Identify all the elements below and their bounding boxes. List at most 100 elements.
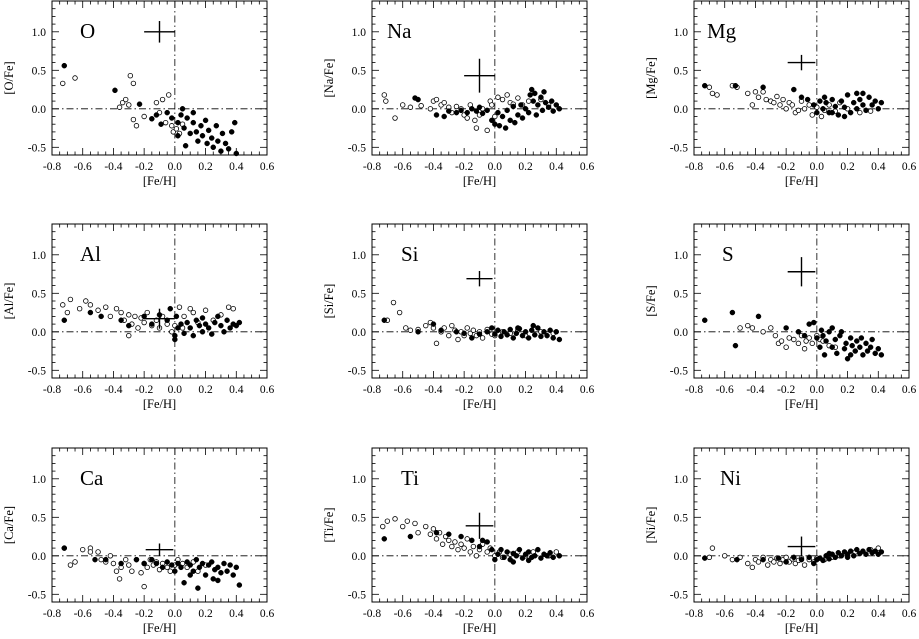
data-point-open — [809, 112, 815, 118]
x-tick-label: -0.8 — [685, 384, 703, 396]
data-point-open — [515, 95, 521, 101]
data-point-open — [504, 92, 510, 98]
data-point-filled — [469, 537, 475, 544]
y-tick-label: 0.0 — [352, 104, 367, 116]
error-cross — [144, 21, 175, 43]
x-tick-label: -0.6 — [74, 161, 92, 173]
data-point-filled — [476, 331, 483, 337]
data-point-open — [806, 102, 812, 108]
element-label: Na — [387, 19, 412, 43]
data-point-filled — [530, 322, 536, 329]
data-point-filled — [530, 98, 536, 104]
y-tick-label: -0.5 — [348, 142, 366, 154]
data-point-filled — [867, 344, 874, 350]
data-point-filled — [872, 350, 878, 357]
data-point-filled — [541, 329, 547, 335]
data-point-filled — [489, 546, 495, 553]
data-point-filled — [484, 329, 490, 335]
data-point-filled — [98, 313, 104, 320]
data-point-open — [452, 539, 458, 545]
x-axis-label: [Fe/H] — [143, 621, 176, 635]
data-point-filled — [193, 317, 200, 323]
y-axis-label: [Al/Fe] — [2, 283, 16, 320]
data-point-filled — [215, 577, 221, 584]
data-point-filled — [484, 539, 490, 545]
data-point-filled — [169, 562, 175, 568]
x-tick-label: 0.6 — [902, 608, 917, 620]
data-point-filled — [196, 322, 203, 329]
data-point-open — [169, 123, 175, 129]
data-point-filled — [222, 140, 229, 147]
data-point-filled — [539, 107, 546, 114]
data-point-filled — [489, 325, 495, 331]
error-cross — [465, 512, 494, 539]
x-axis-label: [Fe/H] — [463, 397, 496, 411]
data-point-open — [449, 543, 455, 550]
y-tick-label: -0.5 — [28, 142, 46, 154]
data-point-filled — [182, 143, 189, 149]
data-point-filled — [498, 546, 504, 553]
data-point-filled — [556, 553, 563, 559]
data-point-open — [80, 546, 86, 553]
data-point-filled — [869, 102, 875, 108]
x-tick-label: -0.6 — [394, 608, 412, 620]
y-tick-label: -0.5 — [670, 589, 688, 601]
data-point-filled — [834, 350, 840, 357]
data-point-filled — [407, 533, 414, 540]
x-tick-label: 0.2 — [198, 161, 213, 173]
x-tick-label: 0.2 — [198, 384, 213, 396]
data-point-open — [806, 335, 812, 341]
data-point-open — [123, 556, 129, 563]
data-point-open — [381, 92, 387, 98]
data-point-filled — [118, 560, 124, 567]
data-point-filled — [841, 345, 848, 352]
data-point-filled — [545, 104, 552, 111]
data-point-open — [153, 99, 160, 106]
data-point-filled — [538, 94, 544, 100]
data-point-filled — [811, 319, 817, 326]
data-point-open — [792, 560, 799, 567]
data-point-open — [433, 340, 440, 347]
data-point-filled — [453, 109, 460, 116]
data-point-open — [446, 332, 452, 339]
data-point-filled — [495, 109, 501, 116]
data-point-filled — [492, 121, 498, 127]
x-tick-label: 0.0 — [488, 384, 503, 396]
data-point-open — [83, 298, 89, 304]
data-point-open — [113, 306, 120, 312]
x-axis-label: [Fe/H] — [785, 397, 818, 411]
data-point-filled — [87, 309, 94, 316]
data-point-open — [400, 523, 406, 530]
data-point-open — [818, 113, 825, 120]
data-point-open — [98, 556, 104, 563]
data-point-open — [176, 304, 183, 310]
data-point-open — [446, 537, 452, 544]
x-tick-label: 0.2 — [518, 384, 533, 396]
data-point-filled — [875, 106, 882, 112]
x-tick-label: -0.8 — [43, 384, 61, 396]
data-point-filled — [175, 133, 181, 139]
data-point-filled — [869, 336, 875, 343]
data-point-open — [857, 109, 863, 116]
x-tick-label: -0.2 — [777, 608, 795, 620]
data-point-filled — [212, 319, 218, 326]
data-point-filled — [857, 96, 863, 103]
data-point-filled — [875, 345, 882, 352]
data-point-filled — [829, 344, 835, 350]
data-point-filled — [854, 90, 860, 97]
x-tick-label: -0.8 — [685, 608, 703, 620]
data-point-filled — [510, 559, 517, 565]
x-tick-label: 0.2 — [840, 384, 855, 396]
data-point-filled — [153, 560, 160, 567]
data-point-open — [749, 102, 756, 108]
data-point-filled — [172, 336, 178, 343]
data-point-filled — [187, 130, 193, 137]
data-point-filled — [528, 86, 535, 93]
data-point-filled — [149, 116, 155, 122]
data-point-filled — [479, 537, 486, 544]
data-point-filled — [210, 576, 216, 582]
data-point-filled — [199, 315, 206, 321]
data-point-filled — [510, 103, 517, 110]
data-point-open — [162, 119, 169, 126]
error-cross — [145, 543, 174, 556]
